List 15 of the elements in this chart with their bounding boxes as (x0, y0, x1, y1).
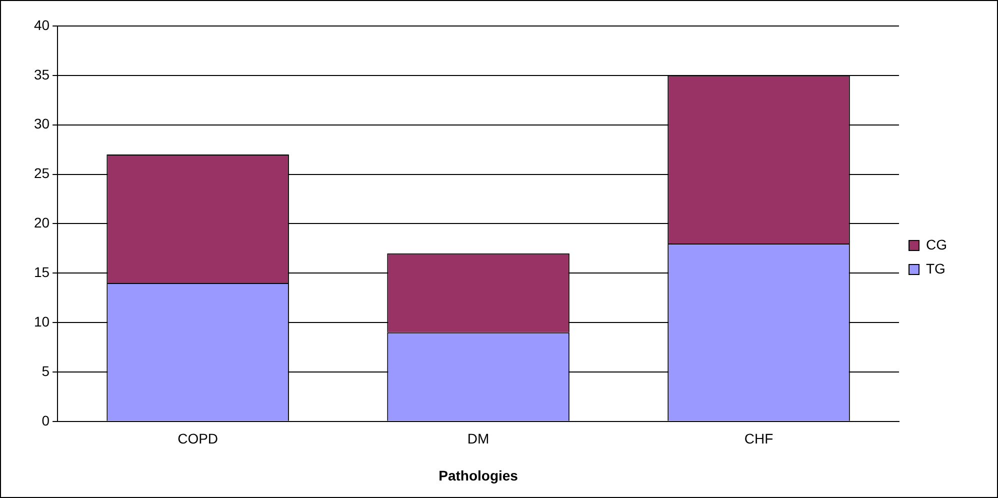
legend-label: TG (926, 260, 946, 276)
y-tick-label: 10 (34, 313, 50, 330)
y-tick-label: 0 (42, 412, 50, 428)
y-tick-label: 30 (34, 116, 50, 132)
x-tick-label: COPD (178, 430, 218, 447)
y-tick-label: 5 (42, 362, 50, 379)
y-tick-label: 35 (34, 66, 50, 82)
y-tick-label: 25 (34, 165, 50, 182)
y-tick-label: 40 (34, 16, 50, 33)
x-tick-label: CHF (744, 430, 774, 447)
legend-label: CG (926, 236, 947, 252)
y-tick-label: 20 (34, 214, 50, 231)
x-axis-title: Pathologies (438, 467, 518, 484)
x-tick-label: DM (467, 430, 490, 447)
y-tick-label: 15 (34, 264, 50, 280)
